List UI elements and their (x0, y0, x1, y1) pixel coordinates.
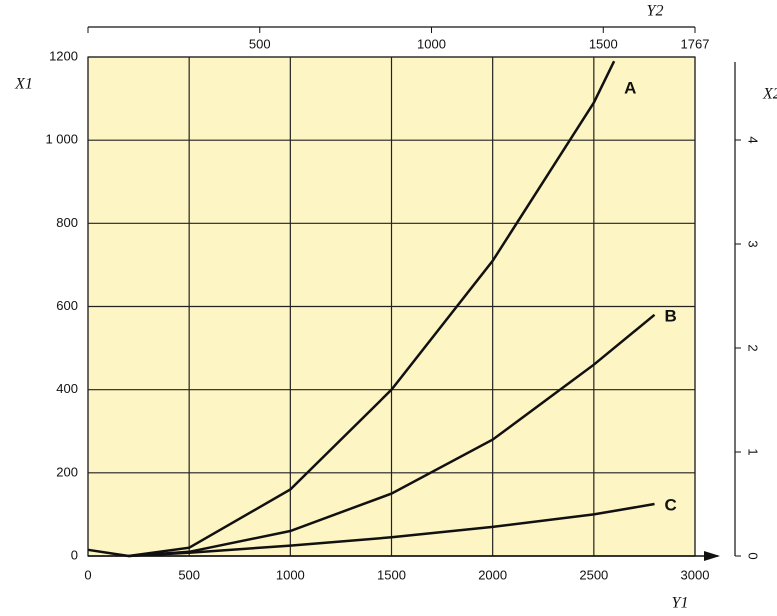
x2-tick-label: 1500 (589, 36, 618, 51)
series-label: A (624, 79, 636, 98)
y2-tick-label: 0 (746, 552, 761, 559)
x-tick-label: 2500 (579, 567, 608, 582)
y-tick-label: 0 (71, 547, 78, 562)
x2-axis-title: Y2 (647, 3, 664, 20)
y-tick-label: 400 (56, 381, 78, 396)
x-axis-title: Y1 (672, 595, 689, 612)
y2-tick-label: 1 (746, 448, 761, 455)
y-tick-label: 600 (56, 298, 78, 313)
series-line (128, 60, 616, 558)
x-tick-label: 1500 (377, 567, 406, 582)
y-tick-label: 800 (56, 215, 78, 230)
series-label: C (665, 496, 677, 515)
y-tick-label: 200 (56, 464, 78, 479)
x2-tick-label: 1767 (681, 36, 710, 51)
y2-tick-label: 4 (746, 136, 761, 143)
series-line (87, 502, 655, 558)
y-tick-label: 1200 (49, 48, 78, 63)
y2-axis-title: X2 (762, 86, 777, 103)
x-tick-label: 0 (84, 567, 91, 582)
y2-tick-label: 2 (746, 344, 761, 351)
y2-tick-label: 3 (746, 240, 761, 247)
axis-arrow (704, 551, 720, 561)
x2-tick-label: 500 (249, 36, 271, 51)
series-label: B (665, 306, 677, 325)
x2-tick-label: 1000 (417, 36, 446, 51)
x-tick-label: 500 (178, 567, 200, 582)
x-tick-label: 3000 (681, 567, 710, 582)
x-tick-label: 2000 (478, 567, 507, 582)
y-axis-title: X1 (14, 76, 33, 93)
y-tick-label: 1 000 (45, 132, 78, 147)
x-tick-label: 1000 (276, 567, 305, 582)
